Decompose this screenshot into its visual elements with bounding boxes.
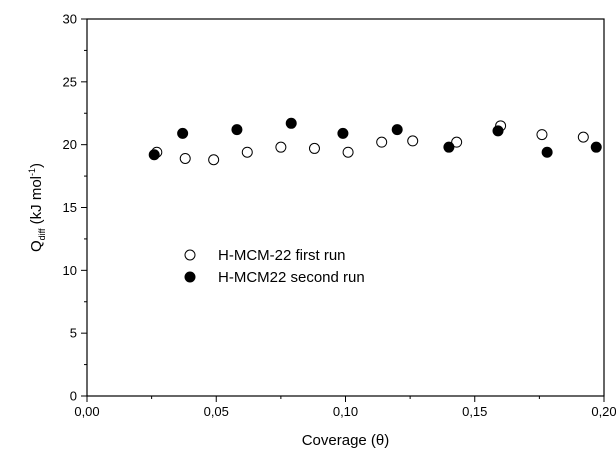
legend-label-first-run: H-MCM-22 first run: [218, 247, 346, 264]
y-tick-label: 30: [63, 12, 77, 27]
data-point-second-run: [148, 149, 160, 161]
y-axis-title-unit: (kJ mol: [28, 176, 45, 229]
x-tick-label: 0,05: [204, 404, 229, 419]
data-point-second-run: [492, 125, 504, 137]
data-point-first-run: [536, 129, 548, 141]
data-point-second-run: [443, 141, 455, 153]
y-axis-title-subscript: diff: [37, 228, 47, 240]
x-tick-label: 0,20: [591, 404, 616, 419]
data-point-second-run: [285, 117, 297, 129]
plot-frame: [86, 18, 605, 397]
x-axis-title: Coverage (θ): [302, 432, 390, 449]
y-tick-label: 10: [63, 263, 77, 278]
data-point-first-run: [407, 135, 419, 147]
data-point-second-run: [337, 127, 349, 139]
data-point-first-run: [342, 146, 354, 158]
data-point-first-run: [275, 141, 287, 153]
data-point-first-run: [179, 152, 191, 164]
x-tick-label: 0,00: [74, 404, 99, 419]
y-tick-label: 15: [63, 200, 77, 215]
data-points-layer: [148, 117, 602, 166]
data-point-second-run: [231, 124, 243, 136]
data-point-first-run: [451, 136, 463, 148]
data-point-second-run: [177, 127, 189, 139]
data-point-first-run: [241, 146, 253, 158]
tick-labels-layer: 0,00 0,05 0,10 0,15 0,20 0 5 10 15 20 25 30: [63, 12, 616, 420]
y-tick-label: 0: [70, 389, 77, 404]
y-tick-label: 25: [63, 74, 77, 89]
data-point-second-run: [590, 141, 602, 153]
data-point-first-run: [208, 154, 220, 166]
axis-ticks-layer: [81, 18, 605, 402]
y-tick-label: 20: [63, 137, 77, 152]
y-axis-title: Qdiff (kJ mol-1): [27, 163, 47, 252]
x-tick-label: 0,10: [333, 404, 358, 419]
y-axis-title-superscript: -1: [27, 168, 37, 176]
legend-label-second-run: H-MCM22 second run: [218, 269, 365, 286]
legend-marker-first-run: [184, 249, 196, 261]
data-point-first-run: [308, 142, 320, 154]
legend-marker-second-run: [184, 271, 196, 283]
y-axis-title-unit-close: ): [28, 163, 45, 168]
legend: H-MCM-22 first run H-MCM22 second run: [184, 247, 365, 286]
y-axis-title-main: Q: [28, 240, 45, 252]
data-point-second-run: [391, 124, 403, 136]
data-point-first-run: [376, 136, 388, 148]
x-tick-label: 0,15: [462, 404, 487, 419]
y-tick-label: 5: [70, 326, 77, 341]
data-point-second-run: [541, 146, 553, 158]
data-point-first-run: [577, 131, 589, 143]
